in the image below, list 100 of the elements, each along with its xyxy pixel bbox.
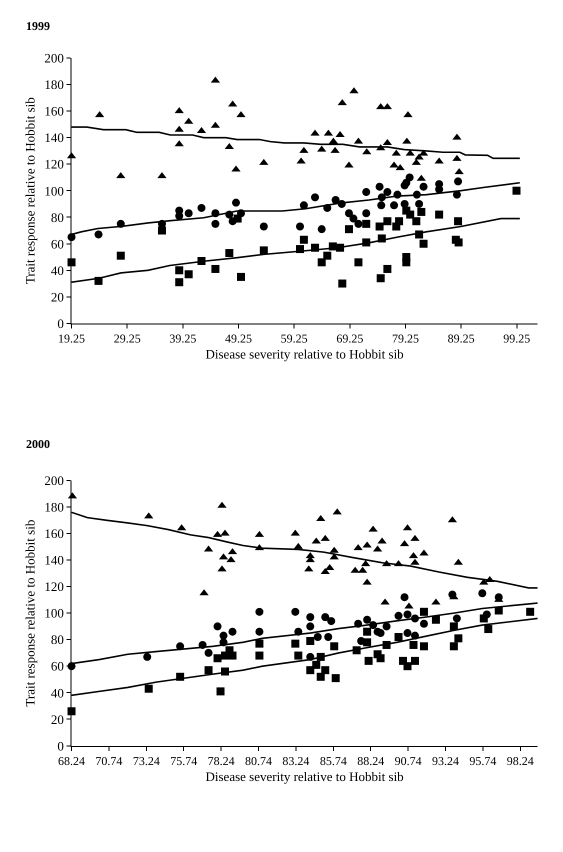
x-axis-title: Disease severity relative to Hobbit sib (205, 346, 404, 362)
y-tick-label: 140 (44, 130, 64, 146)
point (409, 640, 418, 649)
point (383, 217, 392, 226)
point (316, 672, 325, 681)
y-axis-title: Trait response relative to Hobbit sib (22, 97, 38, 284)
point (143, 652, 152, 661)
point (415, 200, 424, 208)
point (420, 608, 428, 616)
point (232, 198, 240, 207)
y-axis-title: Trait response relative to Hobbit sib (22, 520, 38, 707)
point (211, 220, 220, 228)
point (300, 236, 308, 244)
point (237, 272, 246, 281)
point (377, 201, 386, 210)
x-tick-label: 78.24 (208, 754, 235, 768)
point (225, 249, 234, 258)
point (420, 620, 428, 628)
point (454, 238, 463, 246)
point (184, 209, 193, 218)
y-tick-label: 200 (44, 473, 64, 488)
x-tick-label: 99.25 (503, 332, 530, 346)
point (417, 208, 426, 216)
point (526, 608, 534, 616)
point (452, 614, 461, 622)
point (376, 654, 385, 662)
point (291, 640, 300, 648)
point (214, 654, 222, 662)
point (484, 625, 492, 634)
point (344, 225, 353, 234)
point (420, 642, 428, 650)
point (291, 608, 300, 616)
x-tick-label: 73.24 (132, 754, 160, 768)
point (323, 252, 332, 260)
point (321, 666, 330, 674)
point (394, 633, 403, 642)
point (318, 225, 326, 234)
point (383, 264, 392, 273)
point (175, 278, 184, 286)
point (364, 656, 373, 665)
point (327, 617, 336, 626)
y-tick-label: 60 (50, 236, 64, 252)
point (330, 642, 338, 650)
point (220, 632, 228, 640)
y-tick-label: 0 (57, 738, 64, 754)
point (354, 220, 362, 228)
point (94, 230, 103, 238)
point (349, 214, 358, 223)
point (478, 589, 486, 598)
point (211, 264, 220, 273)
point (404, 662, 412, 670)
point (383, 188, 392, 196)
point (321, 613, 330, 622)
point (318, 258, 326, 266)
x-tick-label: 39.25 (169, 332, 196, 346)
y-tick-label: 100 (44, 606, 64, 621)
point (204, 648, 213, 657)
point (255, 652, 264, 660)
point (432, 616, 440, 624)
point (197, 204, 206, 212)
point (234, 214, 242, 223)
point (448, 590, 456, 599)
point (376, 274, 385, 282)
point (376, 182, 384, 191)
point (420, 240, 428, 248)
x-axis-title: Disease severity relative to Hobbit sib (205, 768, 404, 784)
point (116, 252, 125, 260)
point (362, 209, 370, 218)
point (296, 222, 304, 231)
x-tick-label: 19.25 (58, 332, 86, 346)
x-tick-label: 29.25 (114, 332, 141, 346)
point (362, 188, 370, 196)
y-tick-label: 180 (44, 500, 64, 515)
x-tick-label: 85.74 (320, 754, 347, 768)
point (344, 209, 353, 218)
chart-title: 1999 (26, 19, 50, 33)
x-tick-label: 88.24 (357, 754, 384, 768)
x-tick-label: 68.24 (58, 754, 86, 768)
x-tick-label: 90.74 (394, 754, 422, 768)
point (406, 173, 414, 182)
point (435, 210, 444, 219)
point (204, 666, 213, 674)
y-tick-label: 80 (50, 210, 64, 225)
point (294, 652, 302, 660)
point (376, 222, 384, 231)
point (338, 280, 346, 288)
point (158, 226, 166, 234)
point (512, 186, 520, 195)
y-tick-label: 160 (44, 104, 64, 119)
point (412, 217, 420, 226)
point (362, 220, 370, 228)
y-tick-label: 120 (44, 579, 64, 594)
y-tick-label: 160 (44, 526, 64, 542)
y-tick-label: 140 (44, 552, 64, 568)
point (376, 629, 385, 638)
y-tick-label: 0 (57, 316, 64, 331)
point (144, 684, 153, 693)
point (404, 610, 412, 618)
chart-title: 2000 (26, 437, 50, 451)
point (406, 210, 414, 219)
